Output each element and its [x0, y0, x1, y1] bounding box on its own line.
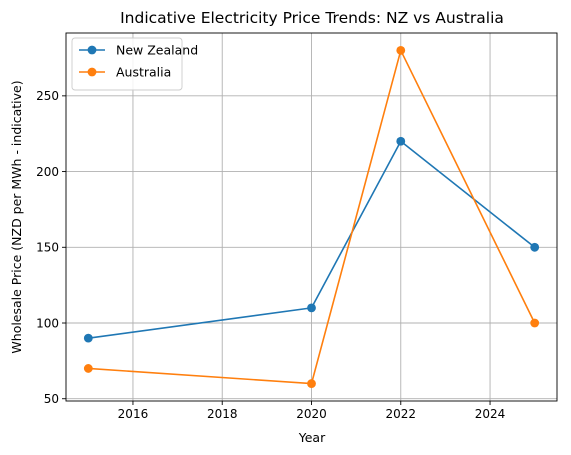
series-0 — [83, 136, 540, 343]
series-line — [88, 140, 536, 339]
y-tick-label: 50 — [44, 392, 59, 406]
data-point — [530, 242, 540, 252]
legend-label: Australia — [116, 65, 171, 80]
legend-box — [71, 37, 183, 91]
data-point — [307, 379, 316, 388]
data-point — [83, 364, 93, 373]
data-point — [307, 303, 316, 313]
data-point — [83, 333, 93, 343]
legend-swatch-marker — [87, 67, 97, 77]
legend-swatch-marker — [87, 45, 97, 55]
y-tick-label: 250 — [36, 89, 59, 103]
x-tick-label: 2018 — [207, 407, 238, 421]
y-tick-label: 100 — [36, 316, 59, 330]
x-axis-label: Year — [298, 430, 326, 445]
y-tick-label: 150 — [36, 241, 59, 255]
series-1 — [83, 46, 540, 388]
y-tick-label: 200 — [36, 165, 59, 179]
series-layer — [83, 46, 540, 388]
x-tick-label: 2020 — [296, 407, 327, 421]
data-point — [396, 136, 406, 146]
series-line — [88, 49, 536, 385]
axis-ticks: 2016 2018 2020 2022 2024 50 100 150 200 250 — [36, 89, 505, 421]
data-point — [530, 318, 540, 328]
data-point — [396, 46, 406, 55]
x-tick-label: 2022 — [385, 407, 416, 421]
grid-lines — [66, 33, 557, 401]
x-tick-label: 2016 — [118, 407, 149, 421]
y-axis-label: Wholesale Price (NZD per MWh - indicativ… — [9, 80, 24, 353]
x-tick-label: 2024 — [475, 407, 506, 421]
legend-label: New Zealand — [116, 43, 198, 58]
chart-title: Indicative Electricity Price Trends: NZ … — [120, 9, 504, 27]
legend: New Zealand Australia — [71, 37, 198, 91]
